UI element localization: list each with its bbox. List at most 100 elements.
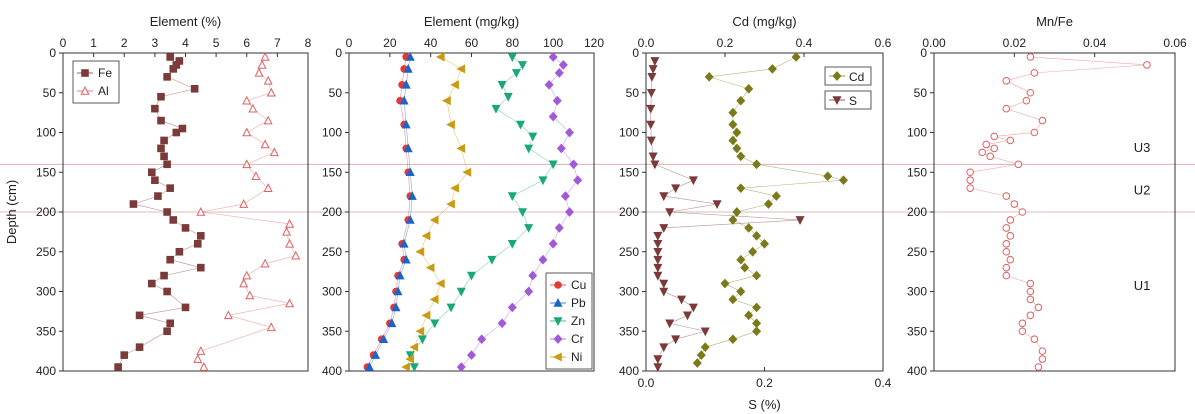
x-tick-label: 0 xyxy=(346,36,353,50)
data-point xyxy=(242,159,252,169)
data-point xyxy=(990,132,999,141)
y-tick-label: 400 xyxy=(907,364,927,378)
x-tick-label: 0.0 xyxy=(638,36,655,50)
data-point xyxy=(1030,69,1039,77)
data-point xyxy=(239,199,249,208)
data-point xyxy=(548,238,558,249)
data-point xyxy=(556,143,566,154)
data-point xyxy=(1022,96,1031,105)
y-tick-label: 200 xyxy=(907,205,927,219)
data-point xyxy=(151,176,159,184)
legend-entry: Cr xyxy=(550,332,584,346)
legend-marker xyxy=(553,298,563,307)
legend-label: Ni xyxy=(571,350,582,364)
data-point xyxy=(752,326,762,337)
data-point xyxy=(450,183,459,193)
data-point xyxy=(677,295,687,305)
data-point xyxy=(417,335,428,345)
data-point xyxy=(732,127,742,138)
y-tick-label: 150 xyxy=(36,165,56,179)
data-point xyxy=(823,171,833,182)
data-point xyxy=(982,140,991,149)
series-s xyxy=(646,57,805,373)
data-point xyxy=(135,311,144,320)
y-tick-label: 100 xyxy=(322,126,342,140)
data-point xyxy=(157,92,165,101)
x-tick-label: 8 xyxy=(305,36,312,50)
data-point xyxy=(552,95,562,106)
secondary-x-tick-label: 0.0 xyxy=(638,376,655,390)
data-point xyxy=(507,302,517,313)
data-point xyxy=(421,310,431,320)
legend-marker xyxy=(80,86,90,95)
data-point xyxy=(120,351,129,359)
data-point xyxy=(704,72,714,82)
y-tick-label: 400 xyxy=(322,364,342,378)
data-point xyxy=(405,214,415,224)
data-point xyxy=(653,247,663,257)
data-point xyxy=(665,208,675,217)
data-point xyxy=(1143,61,1151,69)
data-point xyxy=(421,231,431,241)
data-point xyxy=(263,115,273,125)
data-point xyxy=(1026,279,1035,288)
data-point xyxy=(181,303,190,312)
data-point xyxy=(518,208,528,217)
data-point xyxy=(1030,335,1039,344)
y-tick-label: 0 xyxy=(920,46,927,60)
data-point xyxy=(744,83,754,94)
data-point xyxy=(415,326,425,336)
x-tick-label: 0.00 xyxy=(922,36,946,50)
data-point xyxy=(1026,88,1035,97)
x-tick-label: 120 xyxy=(584,36,604,50)
data-point xyxy=(839,175,848,186)
legend-label: Cd xyxy=(849,70,864,84)
data-point xyxy=(248,103,258,113)
data-point xyxy=(197,263,205,272)
series-cd xyxy=(692,52,848,368)
series-line xyxy=(197,56,297,368)
data-point xyxy=(1002,247,1011,256)
data-point xyxy=(791,52,801,62)
y-tick-label: 200 xyxy=(36,205,56,219)
data-point xyxy=(647,73,657,82)
legend-marker xyxy=(553,352,562,362)
legend-label: Cu xyxy=(571,278,586,292)
data-point xyxy=(196,207,206,216)
data-point xyxy=(671,184,681,194)
data-point xyxy=(646,120,656,130)
data-point xyxy=(966,168,974,177)
data-point xyxy=(154,192,162,200)
legend-entry: Fe xyxy=(77,66,112,80)
data-point xyxy=(193,354,203,363)
y-tick-label: 50 xyxy=(43,86,57,100)
data-point xyxy=(503,92,513,102)
data-point xyxy=(795,216,805,225)
data-point xyxy=(560,191,570,201)
data-point xyxy=(990,144,999,153)
secondary-x-axis-label: S (%) xyxy=(748,397,781,412)
data-point xyxy=(456,287,466,297)
x-tick-label: 2 xyxy=(121,36,128,50)
y-tick-label: 300 xyxy=(322,285,342,299)
y-tick-label: 350 xyxy=(36,324,56,338)
data-point xyxy=(700,327,710,337)
data-point xyxy=(1026,53,1035,61)
data-point xyxy=(978,148,987,157)
data-point xyxy=(285,218,295,228)
series-line xyxy=(461,56,578,368)
data-point xyxy=(169,65,178,73)
y-tick-label: 0 xyxy=(335,46,342,60)
data-point xyxy=(193,240,202,248)
data-point xyxy=(405,354,415,364)
data-point xyxy=(524,144,534,154)
x-tick-label: 0.4 xyxy=(796,36,813,50)
data-point xyxy=(429,294,439,304)
data-point xyxy=(266,322,276,332)
legend-marker xyxy=(832,96,842,105)
data-point xyxy=(1034,303,1043,312)
y-tick-label: 100 xyxy=(36,126,56,140)
data-point xyxy=(688,303,698,313)
legend-entry: Cd xyxy=(829,70,864,84)
data-point xyxy=(239,278,249,288)
